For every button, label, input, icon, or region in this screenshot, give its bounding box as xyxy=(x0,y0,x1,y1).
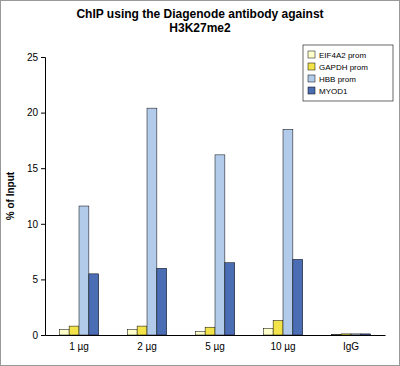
y-tick-label: 25 xyxy=(27,52,39,63)
y-tick-mark xyxy=(41,113,45,114)
x-tick-label: 1 µg xyxy=(69,341,89,352)
x-tick: IgG xyxy=(343,335,359,352)
bar xyxy=(59,329,69,335)
x-axis: 1 µg 2 µg 5 µg 10 µg IgG xyxy=(46,335,386,352)
bar xyxy=(225,263,235,335)
y-tick-label: 15 xyxy=(27,163,39,174)
title: ChIP using the Diagenode antibody agains… xyxy=(76,7,323,35)
chart-border xyxy=(1,1,400,366)
legend-label: EIF4A2 prom xyxy=(319,51,366,60)
y-tick: 20 xyxy=(27,107,45,118)
bar xyxy=(263,328,273,335)
y-tick-mark xyxy=(41,57,45,58)
y-tick: 25 xyxy=(27,52,45,63)
bar xyxy=(361,334,371,335)
y-label: % of Input xyxy=(5,171,16,220)
legend-entry: HBB prom xyxy=(308,75,356,84)
bar xyxy=(205,327,215,335)
y-tick: 15 xyxy=(27,163,45,174)
y-tick-mark xyxy=(41,279,45,280)
legend-swatch xyxy=(308,51,315,58)
bar xyxy=(157,268,167,335)
bar xyxy=(283,129,293,335)
x-tick-label: IgG xyxy=(343,341,359,352)
bar xyxy=(351,334,361,335)
legend-label: HBB prom xyxy=(319,75,356,84)
y-tick: 5 xyxy=(32,274,45,285)
bar xyxy=(293,259,303,335)
legend-entry: GAPDH prom xyxy=(308,63,368,72)
y-axis-line xyxy=(41,58,46,336)
x-tick-label: 5 µg xyxy=(205,341,225,352)
chart: ChIP using the Diagenode antibody agains… xyxy=(0,0,400,366)
bar xyxy=(127,329,137,335)
y-tick-mark xyxy=(41,168,45,169)
y-tick-label: 20 xyxy=(27,107,39,118)
y-axis: 0 5 10 15 20 25 xyxy=(27,52,46,341)
x-tick: 1 µg xyxy=(69,335,89,352)
bar xyxy=(215,155,225,335)
bar xyxy=(137,326,147,335)
legend-swatch xyxy=(308,75,315,82)
y-tick-label: 5 xyxy=(32,274,38,285)
x-tick: 5 µg xyxy=(205,335,225,352)
x-tick: 2 µg xyxy=(137,335,157,352)
legend: EIF4A2 prom GAPDH prom HBB prom MYOD1 xyxy=(303,45,393,101)
bar xyxy=(195,332,205,335)
bar xyxy=(273,321,283,335)
legend-swatch xyxy=(308,87,315,94)
legend-entry: MYOD1 xyxy=(308,87,348,96)
y-tick: 0 xyxy=(32,330,45,341)
bar xyxy=(341,334,351,335)
legend-swatch xyxy=(308,63,315,70)
legend-box xyxy=(303,45,393,101)
bar xyxy=(147,108,157,335)
x-tick-label: 2 µg xyxy=(137,341,157,352)
legend-entry: EIF4A2 prom xyxy=(308,51,366,60)
legend-label: MYOD1 xyxy=(319,87,348,96)
x-tick-label: 10 µg xyxy=(270,341,295,352)
bars xyxy=(59,108,370,335)
legend-label: GAPDH prom xyxy=(319,63,368,72)
bar xyxy=(79,206,89,335)
y-tick-mark xyxy=(41,224,45,225)
y-tick-label: 0 xyxy=(32,330,38,341)
x-axis-line xyxy=(46,335,386,336)
y-tick-mark xyxy=(41,335,45,336)
x-tick: 10 µg xyxy=(270,335,295,352)
bar xyxy=(89,274,99,335)
bar xyxy=(331,334,341,335)
bar xyxy=(69,326,79,335)
y-tick-label: 10 xyxy=(27,219,39,230)
y-tick: 10 xyxy=(27,219,45,230)
